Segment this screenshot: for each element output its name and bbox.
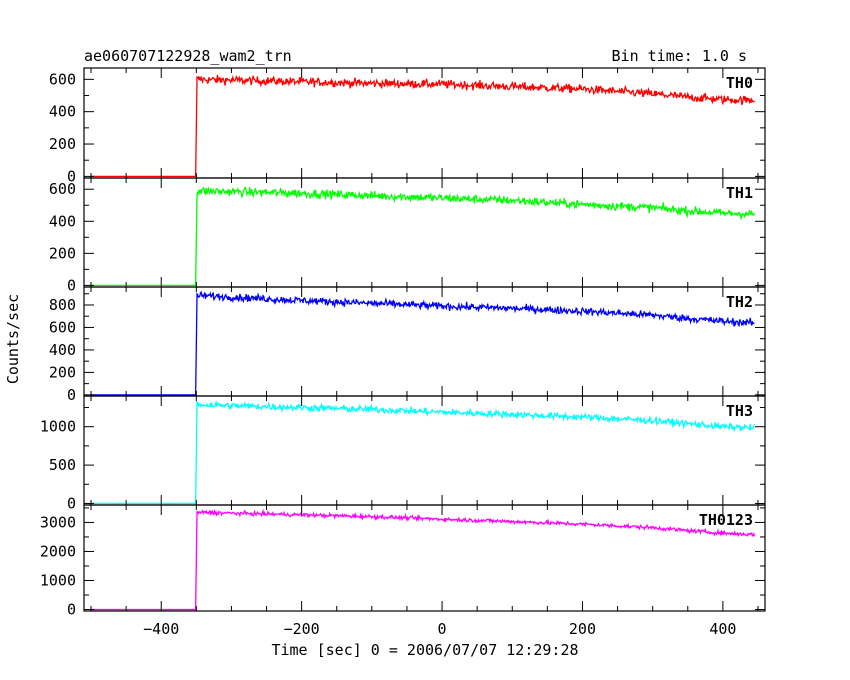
panel-label-th3: TH3: [726, 402, 753, 420]
x-tick-label: 400: [709, 620, 736, 638]
y-tick-label: 1000: [40, 418, 76, 436]
series-line-th3: [91, 400, 756, 505]
y-tick-label: 3000: [40, 513, 76, 531]
y-tick-label: 500: [49, 456, 76, 474]
x-axis-label: Time [sec] 0 = 2006/07/07 12:29:28: [271, 641, 578, 659]
panels-group: 0 200 400 600 TH0 0 200 400 600 TH1 0 200 400 600 800 T…: [40, 67, 766, 619]
series-line-th1: [91, 186, 756, 287]
figure-title: ae060707122928_wam2_trn: [84, 47, 292, 65]
y-tick-label: 400: [49, 103, 76, 121]
series-line-th0: [91, 74, 755, 178]
y-tick-label: 200: [49, 135, 76, 153]
panel-th3: 0 500 1000 TH3: [40, 395, 766, 512]
panel-th2: 0 200 400 600 800 TH2: [49, 286, 766, 404]
y-tick-label: 0: [67, 494, 76, 512]
panel-frame: [83, 177, 766, 288]
y-tick-label: 1000: [40, 572, 76, 590]
panel-frame: [83, 504, 766, 612]
y-tick-label: 600: [49, 318, 76, 336]
y-tick-label: 600: [49, 70, 76, 88]
y-tick-label: 2000: [40, 542, 76, 560]
x-tick-label: −200: [284, 620, 320, 638]
x-axis: −400 −200 0 200 400: [143, 620, 736, 638]
y-tick-label: 600: [49, 180, 76, 198]
y-tick-label: 0: [67, 167, 76, 185]
y-tick-label: 200: [49, 363, 76, 381]
y-tick-label: 0: [67, 601, 76, 619]
y-tick-label: 0: [67, 276, 76, 294]
series-line-th0123: [91, 508, 756, 611]
panel-th1: 0 200 400 600 TH1: [49, 177, 766, 294]
panel-label-th0123: TH0123: [699, 511, 753, 529]
panel-label-th2: TH2: [726, 293, 753, 311]
panel-label-th0: TH0: [726, 74, 753, 92]
y-tick-label: 800: [49, 296, 76, 314]
y-tick-label: 0: [67, 386, 76, 404]
bin-time-label: Bin time: 1.0 s: [612, 47, 747, 65]
y-tick-label: 400: [49, 212, 76, 230]
y-tick-label: 400: [49, 341, 76, 359]
y-tick-label: 200: [49, 244, 76, 262]
x-tick-label: 200: [569, 620, 596, 638]
x-tick-label: 0: [438, 620, 447, 638]
panel-th0123: 0 1000 2000 3000 TH0123: [40, 504, 766, 619]
series-line-th2: [91, 290, 755, 396]
y-axis-label: Counts/sec: [4, 294, 22, 384]
panel-label-th1: TH1: [726, 184, 753, 202]
x-tick-label: −400: [143, 620, 179, 638]
panel-th0: 0 200 400 600 TH0: [49, 67, 766, 185]
panel-frame: [83, 395, 766, 506]
